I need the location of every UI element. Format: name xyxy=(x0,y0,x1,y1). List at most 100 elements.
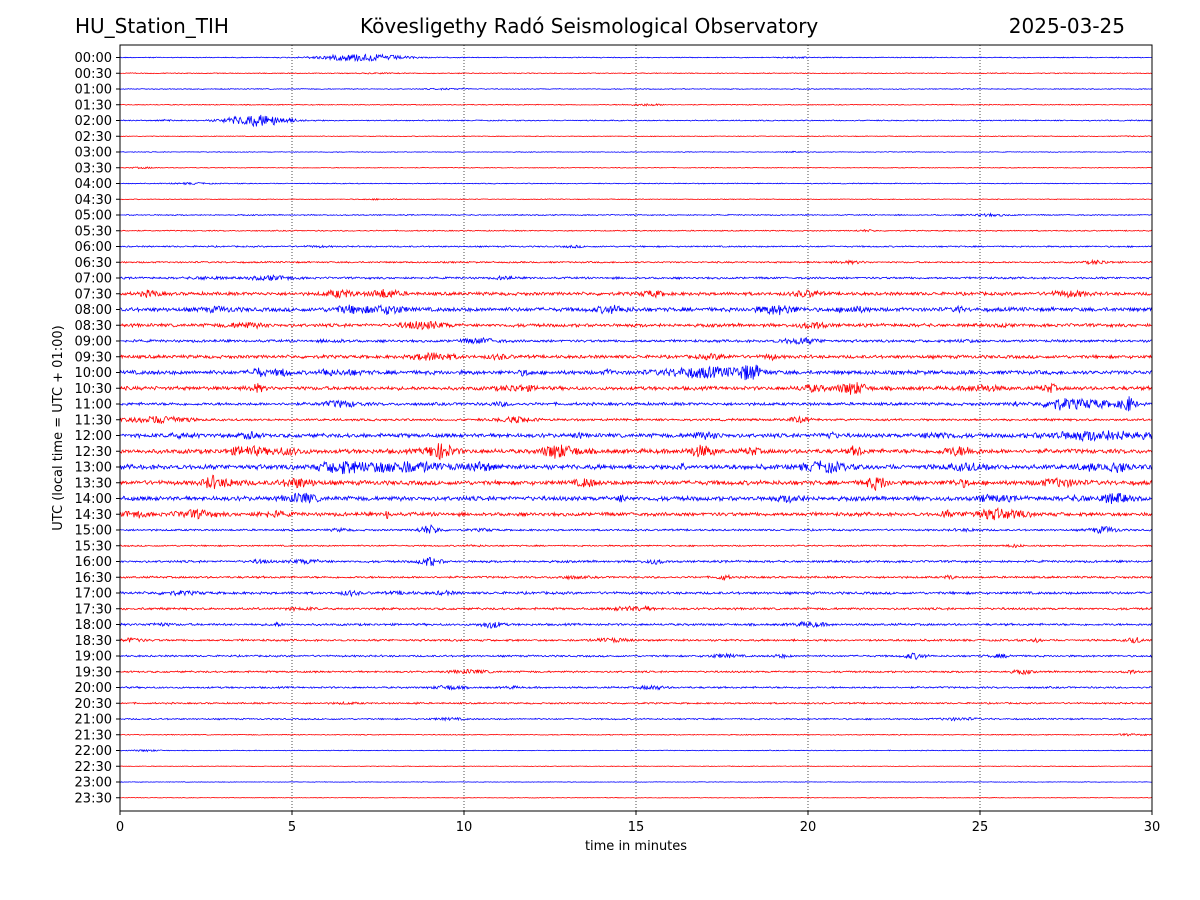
station-title: HU_Station_TIH xyxy=(75,14,229,38)
y-tick-label: 13:30 xyxy=(75,476,112,491)
trace-row-1700 xyxy=(119,589,1153,598)
trace-row-1630 xyxy=(119,573,1153,582)
trace-row-1400 xyxy=(119,492,1153,505)
trace-row-1200 xyxy=(119,430,1153,443)
y-tick-label: 04:00 xyxy=(75,177,112,192)
y-tick-label: 13:00 xyxy=(75,461,112,476)
trace-row-1730 xyxy=(119,605,1153,613)
trace-row-0900 xyxy=(119,336,1153,346)
trace-row-1330 xyxy=(119,474,1153,491)
y-tick-label: 16:30 xyxy=(75,571,112,586)
trace-row-0330 xyxy=(119,166,1153,170)
x-tick-label: 10 xyxy=(456,820,473,835)
y-tick-label: 21:30 xyxy=(75,728,112,743)
y-tick-label: 18:00 xyxy=(75,618,112,633)
x-tick-labels: 0 5 10 15 20 25 30 xyxy=(116,811,1160,835)
trace-row-0300 xyxy=(119,150,1153,154)
y-tick-label: 20:00 xyxy=(75,681,112,696)
y-axis-label: UTC (local time = UTC + 01:00) xyxy=(51,325,66,530)
trace-layer xyxy=(119,53,1153,799)
trace-row-0400 xyxy=(119,181,1153,186)
x-tick-label: 25 xyxy=(972,820,989,835)
trace-row-0930 xyxy=(119,351,1153,362)
trace-row-0000 xyxy=(119,53,1153,63)
trace-row-2100 xyxy=(119,716,1153,722)
y-tick-label: 14:00 xyxy=(75,492,112,507)
y-tick-label: 06:00 xyxy=(75,240,112,255)
y-tick-label: 21:00 xyxy=(75,713,112,728)
trace-row-1530 xyxy=(119,543,1153,549)
trace-row-0600 xyxy=(119,244,1153,249)
trace-row-0200 xyxy=(119,114,1153,128)
y-tick-label: 02:30 xyxy=(75,130,112,145)
y-tick-label: 02:00 xyxy=(75,114,112,129)
trace-row-1830 xyxy=(119,636,1153,644)
trace-row-2030 xyxy=(120,700,1153,706)
trace-row-0100 xyxy=(119,87,1153,91)
trace-row-1000 xyxy=(119,364,1153,381)
y-tick-label: 11:00 xyxy=(75,398,112,413)
trace-row-1300 xyxy=(119,460,1153,475)
y-tick-label: 14:30 xyxy=(75,508,112,523)
trace-row-1500 xyxy=(119,524,1153,535)
trace-row-0630 xyxy=(119,258,1153,266)
plot-area xyxy=(120,45,1152,811)
trace-row-2130 xyxy=(119,733,1153,737)
y-tick-label: 05:00 xyxy=(75,209,112,224)
y-tick-label: 07:30 xyxy=(75,287,112,302)
y-tick-label: 08:30 xyxy=(75,319,112,334)
trace-row-0230 xyxy=(120,135,1153,138)
trace-row-0800 xyxy=(119,304,1153,316)
trace-row-1800 xyxy=(119,620,1153,629)
y-tick-label: 23:00 xyxy=(75,776,112,791)
x-tick-label: 15 xyxy=(628,820,645,835)
trace-row-0130 xyxy=(119,103,1153,107)
trace-row-0530 xyxy=(119,228,1153,233)
y-tick-label: 11:30 xyxy=(75,413,112,428)
y-tick-label: 01:30 xyxy=(75,98,112,113)
y-tick-label: 19:30 xyxy=(75,665,112,680)
trace-row-2330 xyxy=(119,796,1153,799)
x-axis-label: time in minutes xyxy=(585,839,687,854)
x-tick-label: 0 xyxy=(116,820,124,835)
y-tick-label: 00:00 xyxy=(75,51,112,66)
y-tick-label: 03:30 xyxy=(75,161,112,176)
y-tick-label: 15:30 xyxy=(75,539,112,554)
y-tick-label: 17:00 xyxy=(75,587,112,602)
trace-row-0830 xyxy=(119,321,1153,331)
x-tick-label: 30 xyxy=(1144,820,1161,835)
y-tick-label: 16:00 xyxy=(75,555,112,570)
trace-row-0430 xyxy=(119,197,1153,201)
y-tick-labels: 00:0000:3001:0001:3002:0002:3003:0003:30… xyxy=(75,51,120,806)
trace-row-1230 xyxy=(119,443,1153,461)
y-tick-label: 09:00 xyxy=(75,335,112,350)
y-tick-label: 08:00 xyxy=(75,303,112,318)
trace-row-0030 xyxy=(119,72,1153,75)
trace-row-0700 xyxy=(119,274,1153,282)
trace-row-1930 xyxy=(119,668,1153,676)
trace-row-2200 xyxy=(119,748,1153,753)
trace-row-0730 xyxy=(119,288,1153,299)
observatory-title: Kövesligethy Radó Seismological Observat… xyxy=(360,14,819,38)
y-tick-label: 19:00 xyxy=(75,650,112,665)
y-tick-label: 03:00 xyxy=(75,146,112,161)
y-tick-label: 20:30 xyxy=(75,697,112,712)
trace-row-2000 xyxy=(119,684,1153,691)
y-tick-label: 10:30 xyxy=(75,382,112,397)
y-tick-label: 05:30 xyxy=(75,224,112,239)
y-tick-label: 00:30 xyxy=(75,67,112,82)
y-tick-label: 01:00 xyxy=(75,83,112,98)
trace-row-2300 xyxy=(119,781,1153,783)
trace-row-1900 xyxy=(119,652,1153,661)
date-title: 2025-03-25 xyxy=(1008,14,1125,38)
x-tick-label: 20 xyxy=(800,820,817,835)
y-tick-label: 22:00 xyxy=(75,744,112,759)
trace-row-1430 xyxy=(119,507,1153,521)
y-tick-label: 15:00 xyxy=(75,524,112,539)
y-tick-label: 10:00 xyxy=(75,366,112,381)
trace-row-1130 xyxy=(119,415,1153,424)
trace-row-2230 xyxy=(119,765,1153,768)
y-tick-label: 22:30 xyxy=(75,760,112,775)
y-tick-label: 09:30 xyxy=(75,350,112,365)
